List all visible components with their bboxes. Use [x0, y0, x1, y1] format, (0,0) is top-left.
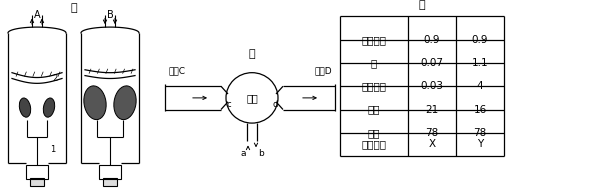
Text: 血管C: 血管C	[169, 66, 185, 75]
Text: 0.9: 0.9	[472, 35, 488, 45]
Text: c: c	[227, 100, 231, 109]
Text: B: B	[107, 10, 113, 21]
Text: 1.1: 1.1	[472, 58, 488, 68]
Text: 4: 4	[477, 81, 483, 91]
Text: 2: 2	[52, 74, 58, 83]
Text: d: d	[272, 100, 278, 109]
Text: 乙: 乙	[249, 49, 255, 59]
Text: X: X	[429, 139, 436, 149]
Text: 氧气: 氧气	[368, 105, 380, 115]
Text: 氮气: 氮气	[368, 128, 380, 138]
Text: 其他气体: 其他气体	[361, 35, 386, 45]
Text: 血管D: 血管D	[314, 66, 332, 75]
Text: 78: 78	[426, 128, 439, 138]
Text: 肺泡: 肺泡	[246, 93, 258, 103]
Text: 78: 78	[473, 128, 486, 138]
Text: 水: 水	[371, 58, 377, 68]
Bar	[26, 165, 48, 179]
Text: 0.03: 0.03	[421, 81, 444, 91]
Bar	[30, 178, 44, 186]
Text: Y: Y	[477, 139, 483, 149]
Text: 16: 16	[473, 105, 486, 115]
Bar	[103, 178, 117, 186]
Bar	[99, 165, 121, 179]
Text: 丙: 丙	[418, 0, 425, 10]
Ellipse shape	[114, 86, 136, 120]
Ellipse shape	[84, 86, 106, 120]
Text: 0.9: 0.9	[424, 35, 440, 45]
Text: b: b	[258, 149, 264, 158]
Text: 二氧化碳: 二氧化碳	[361, 81, 386, 91]
Ellipse shape	[43, 98, 55, 117]
Text: 0.07: 0.07	[421, 58, 444, 68]
Ellipse shape	[19, 98, 31, 117]
Text: a: a	[240, 149, 246, 158]
Text: A: A	[34, 10, 40, 21]
Text: 1: 1	[51, 145, 55, 154]
Text: 21: 21	[426, 105, 439, 115]
Text: 气体成分: 气体成分	[361, 139, 386, 149]
Text: 甲: 甲	[70, 3, 77, 13]
